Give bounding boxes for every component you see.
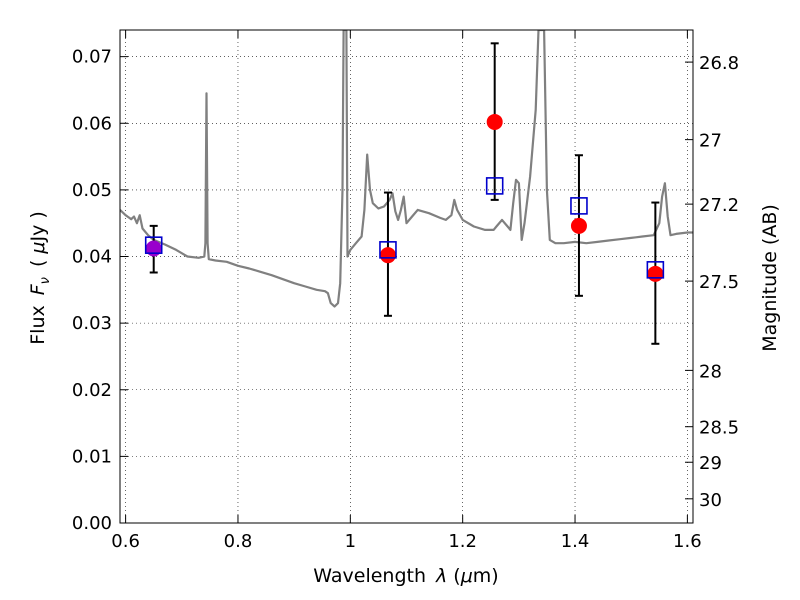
y-tick-label: 0.00: [72, 513, 112, 534]
observed-flux-point: [647, 265, 664, 282]
model-spectrum-line: [120, 30, 693, 308]
y-tick-label: 0.03: [72, 313, 112, 334]
right-axis-title: Magnitude (AB): [759, 204, 781, 352]
y-tick-label: 0.02: [72, 380, 112, 401]
right-tick-label: 27.5: [699, 272, 739, 293]
x-tick-label: 0.8: [224, 531, 253, 552]
y-tick-label: 0.01: [72, 446, 112, 467]
x-tick-label: 1: [345, 531, 356, 552]
y-tick-label: 0.04: [72, 247, 112, 268]
y-tick-label: 0.06: [72, 113, 112, 134]
observed-flux-point: [145, 240, 162, 257]
x-tick-label: 1.6: [673, 531, 702, 552]
x-tick-label: 1.2: [448, 531, 477, 552]
right-tick-label: 27: [699, 131, 722, 152]
model-flux-square: [485, 177, 504, 195]
plot-area: [120, 30, 693, 523]
x-tick-label: 1.4: [561, 531, 590, 552]
y-tick-label: 0.07: [72, 47, 112, 68]
y-axis-title: FluxFν(μJy): [27, 211, 53, 345]
observed-flux-point: [486, 113, 503, 130]
observed-flux-point: [570, 217, 587, 234]
series-layer: [120, 30, 693, 345]
y-tick-label: 0.05: [72, 180, 112, 201]
observed-flux-point: [379, 247, 396, 264]
x-axis-title: Wavelength λ (μm): [313, 565, 498, 587]
plot-frame: [119, 29, 694, 524]
right-tick-label: 27.2: [699, 195, 739, 216]
model-flux-square: [646, 261, 665, 279]
x-tick-label: 0.6: [111, 531, 140, 552]
model-flux-square: [570, 197, 588, 215]
model-flux-square: [379, 241, 397, 259]
right-tick-label: 26.8: [699, 53, 739, 74]
right-tick-label: 28: [699, 361, 722, 382]
ticks: 0.6 0.8 1 1.2 1.4 1.6 0.00 0.01 0.02 0.03 0.04 0.05…: [72, 30, 739, 552]
right-tick-label: 30: [699, 490, 722, 511]
right-tick-label: 29: [699, 453, 722, 474]
model-flux-square: [144, 236, 163, 254]
right-tick-label: 28.5: [699, 418, 739, 439]
